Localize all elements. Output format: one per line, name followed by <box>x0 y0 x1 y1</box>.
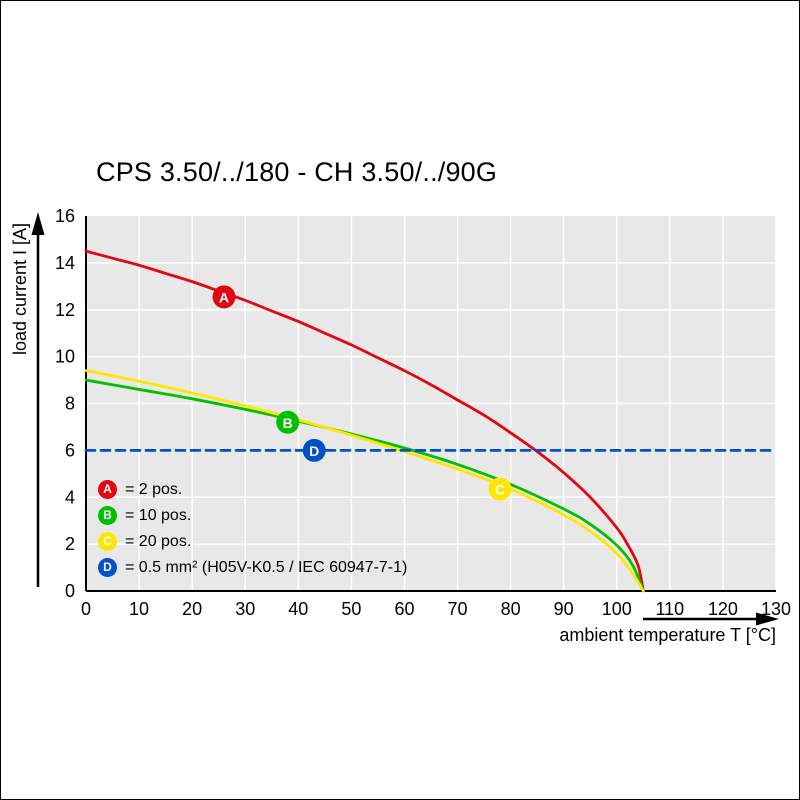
svg-text:70: 70 <box>448 599 468 619</box>
legend-label-d: = 0.5 mm² (H05V-K0.5 / IEC 60947-7-1) <box>125 558 408 576</box>
svg-text:110: 110 <box>655 599 684 619</box>
chart-title: CPS 3.50/../180 - CH 3.50/../90G <box>96 157 498 187</box>
chart-legend: A = 2 pos. B = 10 pos. C = 20 pos. D = 0… <box>98 480 407 584</box>
svg-text:90: 90 <box>554 599 574 619</box>
svg-text:40: 40 <box>288 599 308 619</box>
svg-text:80: 80 <box>501 599 521 619</box>
svg-text:10: 10 <box>55 347 75 367</box>
svg-text:130: 130 <box>761 599 791 619</box>
svg-text:20: 20 <box>182 599 202 619</box>
legend-item-d: D = 0.5 mm² (H05V-K0.5 / IEC 60947-7-1) <box>98 558 407 577</box>
svg-text:120: 120 <box>708 599 738 619</box>
legend-label-b: = 10 pos. <box>125 506 192 524</box>
svg-text:60: 60 <box>394 599 414 619</box>
svg-text:0: 0 <box>65 581 75 601</box>
svg-text:C: C <box>495 482 505 498</box>
svg-text:6: 6 <box>65 440 75 460</box>
legend-label-c: = 20 pos. <box>125 532 192 550</box>
legend-marker-c-icon: C <box>98 532 117 551</box>
svg-text:30: 30 <box>235 599 255 619</box>
svg-text:100: 100 <box>602 599 632 619</box>
svg-text:10: 10 <box>129 599 149 619</box>
svg-text:14: 14 <box>55 253 75 273</box>
legend-item-c: C = 20 pos. <box>98 532 407 551</box>
svg-text:A: A <box>219 289 229 305</box>
svg-text:50: 50 <box>341 599 361 619</box>
svg-text:16: 16 <box>55 206 75 226</box>
legend-label-a: = 2 pos. <box>125 480 183 498</box>
svg-text:D: D <box>309 443 319 459</box>
legend-item-a: A = 2 pos. <box>98 480 407 499</box>
legend-marker-a-icon: A <box>98 480 117 499</box>
svg-text:4: 4 <box>65 487 75 507</box>
svg-text:12: 12 <box>55 300 75 320</box>
svg-text:0: 0 <box>81 599 91 619</box>
legend-marker-b-icon: B <box>98 506 117 525</box>
svg-text:8: 8 <box>65 394 75 414</box>
legend-marker-d-icon: D <box>98 558 117 577</box>
x-axis-label: ambient temperature T [°C] <box>559 625 776 645</box>
svg-text:B: B <box>283 415 293 431</box>
svg-text:2: 2 <box>65 534 75 554</box>
legend-item-b: B = 10 pos. <box>98 506 407 525</box>
